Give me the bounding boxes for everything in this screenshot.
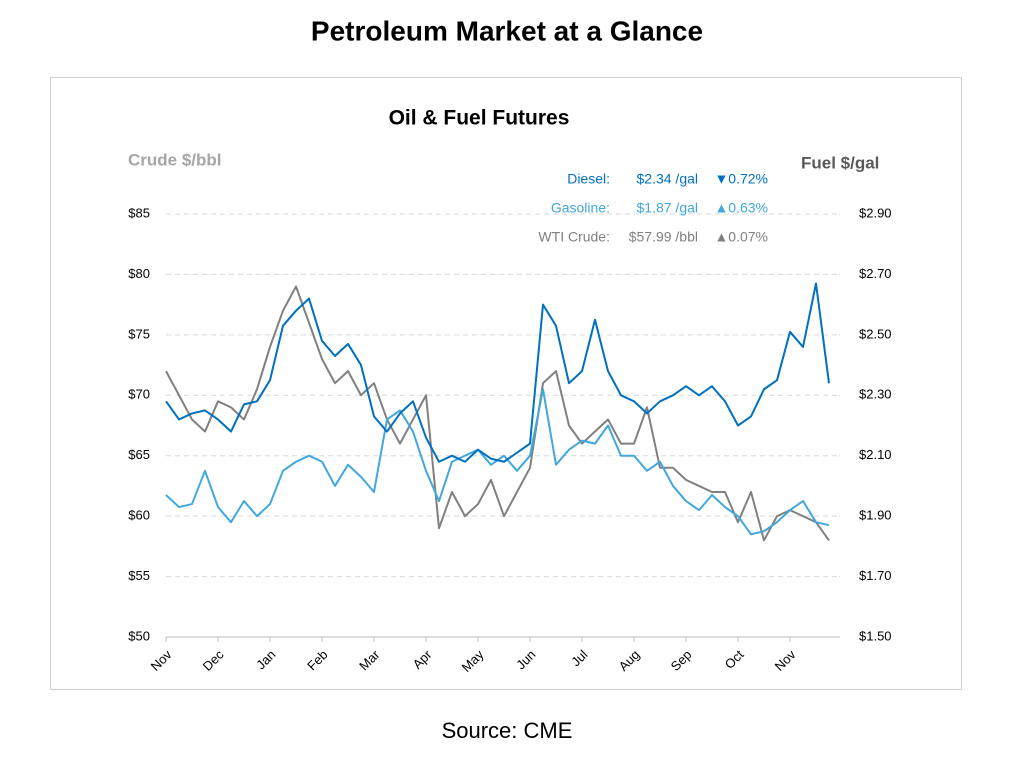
y2-tick-label: $2.30	[859, 387, 892, 402]
y-tick-label: $50	[128, 628, 150, 643]
page-title: Petroleum Market at a Glance	[311, 15, 703, 46]
y2-tick-label: $2.10	[859, 447, 892, 462]
legend-name: WTI Crude:	[538, 229, 610, 245]
legend-name: Diesel:	[567, 171, 610, 187]
y2-tick-label: $1.90	[859, 508, 892, 523]
y-tick-label: $85	[128, 205, 150, 220]
y-tick-label: $65	[128, 447, 150, 462]
y2-tick-label: $2.70	[859, 266, 892, 281]
y2-tick-label: $2.50	[859, 326, 892, 341]
legend-price: $57.99 /bbl	[629, 229, 698, 245]
y-tick-label: $70	[128, 387, 150, 402]
x-tick-label: Dec	[200, 647, 227, 674]
chart-title: Oil & Fuel Futures	[389, 107, 570, 130]
y2-tick-label: $1.70	[859, 568, 892, 583]
x-tick-label: Jun	[513, 647, 538, 672]
legend-change: ▲0.07%	[714, 229, 768, 245]
legend-change: ▲0.63%	[714, 200, 768, 216]
x-tick-label: Feb	[304, 647, 330, 673]
chart-frame	[50, 77, 962, 690]
y-tick-label: $75	[128, 326, 150, 341]
y-tick-label: $80	[128, 266, 150, 281]
legend-price: $1.87 /gal	[637, 200, 699, 216]
legend-change: ▼0.72%	[714, 171, 768, 187]
source: Source: CME	[442, 718, 573, 743]
legend-name: Gasoline:	[551, 200, 610, 216]
x-tick-label: Mar	[356, 646, 383, 673]
x-tick-label: Nov	[148, 647, 175, 674]
y2-axis-title: Fuel $/gal	[801, 153, 879, 172]
y2-tick-label: $2.90	[859, 205, 892, 220]
y-axis-title: Crude $/bbl	[128, 150, 222, 169]
x-tick-label: Aug	[616, 647, 643, 674]
x-tick-label: May	[459, 647, 487, 675]
x-tick-label: Nov	[772, 647, 799, 674]
y2-tick-label: $1.50	[859, 628, 892, 643]
legend-price: $2.34 /gal	[637, 171, 699, 187]
series-line	[165, 282, 830, 463]
x-tick-label: Jan	[253, 647, 278, 672]
x-tick-label: Jul	[568, 647, 590, 669]
x-tick-label: Apr	[410, 646, 435, 671]
x-tick-label: Oct	[722, 647, 747, 672]
x-tick-label: Sep	[668, 647, 695, 674]
y-tick-label: $55	[128, 568, 150, 583]
y-tick-label: $60	[128, 508, 150, 523]
series-line	[165, 285, 830, 542]
